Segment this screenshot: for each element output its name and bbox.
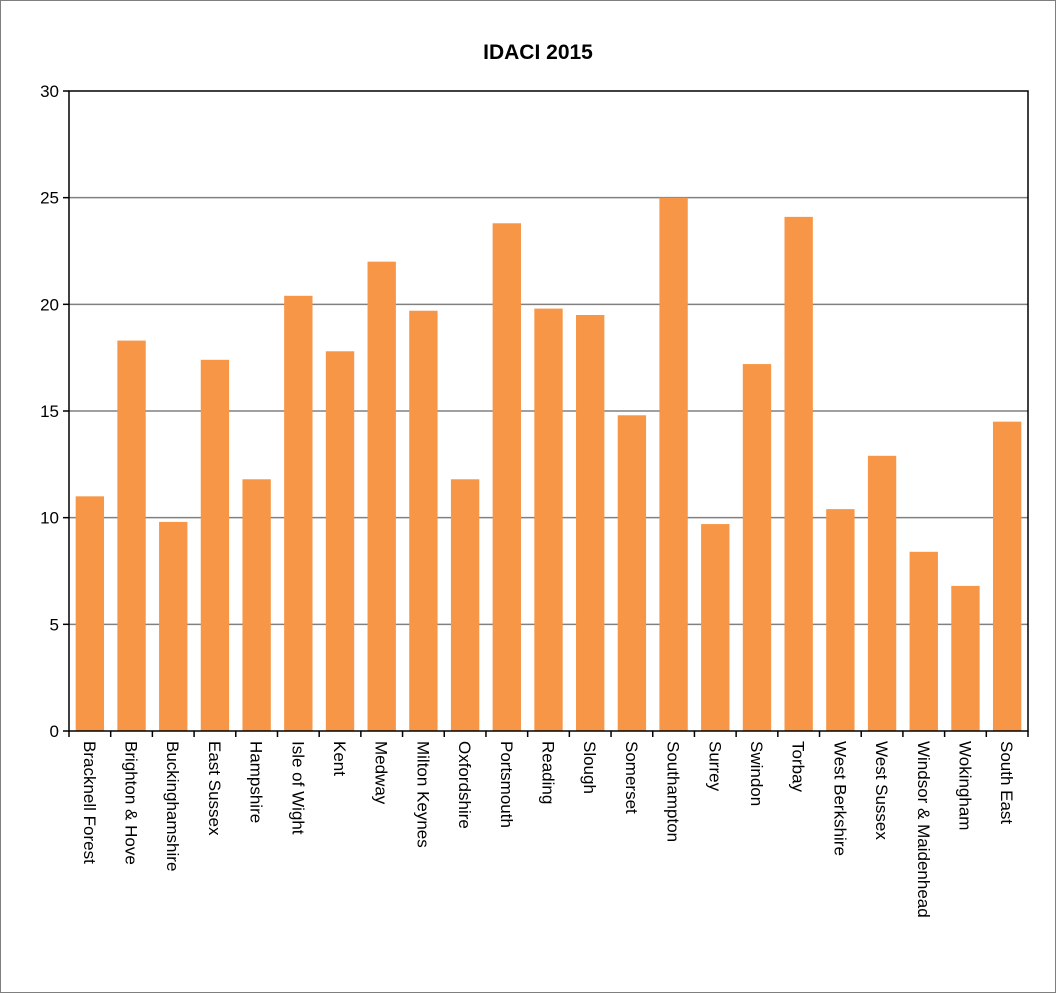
bar [867, 455, 897, 731]
y-tick-label: 30 [40, 82, 59, 101]
chart-title: IDACI 2015 [483, 41, 593, 64]
x-tick-label: Bracknell Forest [80, 741, 99, 864]
bar [117, 340, 146, 731]
y-tick-label: 20 [40, 295, 59, 314]
bar [909, 551, 938, 731]
bar [159, 521, 188, 731]
x-tick-label: South East [997, 741, 1016, 824]
x-tick-label: Oxfordshire [455, 741, 474, 829]
bar [325, 351, 355, 731]
y-tick-label: 5 [50, 615, 59, 634]
bar [659, 197, 688, 731]
bar [576, 315, 605, 731]
bar [242, 479, 271, 731]
bar [784, 216, 813, 731]
x-tick-label: West Sussex [872, 741, 891, 840]
bar [617, 415, 647, 731]
x-tick-label: Medway [372, 741, 391, 805]
x-tick-label: Reading [539, 741, 558, 804]
x-tick-label: Slough [580, 741, 599, 794]
bar [492, 223, 521, 731]
y-tick-label: 0 [50, 722, 59, 741]
x-tick-label: Torbay [789, 741, 808, 793]
x-tick-label: Hampshire [247, 741, 266, 823]
bar [200, 359, 230, 731]
x-tick-label: Milton Keynes [413, 741, 432, 848]
bar [534, 308, 563, 731]
bar [284, 295, 313, 731]
bar [367, 261, 396, 731]
y-tick-label: 15 [40, 402, 59, 421]
bar [75, 496, 105, 731]
x-tick-label: West Berkshire [830, 741, 849, 856]
x-tick-label: Windsor & Maidenhead [914, 741, 933, 918]
bar [951, 585, 980, 731]
x-tick-label: Portsmouth [497, 741, 516, 828]
bar [992, 421, 1022, 731]
x-tick-label: Surrey [705, 741, 724, 792]
x-tick-label: Swindon [747, 741, 766, 806]
x-tick-label: Buckinghamshire [163, 741, 182, 871]
x-tick-label: Brighton & Hove [122, 741, 141, 865]
y-axis-ticks: 0 5 10 15 20 25 30 [40, 82, 69, 741]
bar [701, 524, 730, 731]
x-tick-label: Wokingham [955, 741, 974, 830]
x-tick-label: Isle of Wight [288, 741, 307, 835]
x-tick-label: Kent [330, 741, 349, 776]
bars [75, 197, 1022, 731]
x-tick-label: Southampton [664, 741, 683, 842]
y-tick-label: 25 [40, 189, 59, 208]
x-axis-ticks: Bracknell Forest Brighton & Hove Buckingha… [68, 731, 1029, 918]
bar [826, 509, 855, 731]
bar [742, 364, 772, 731]
x-tick-label: Somerset [622, 741, 641, 814]
bar [409, 310, 438, 731]
y-tick-label: 10 [40, 509, 59, 528]
bar [450, 479, 480, 731]
x-tick-label: East Sussex [205, 741, 224, 836]
